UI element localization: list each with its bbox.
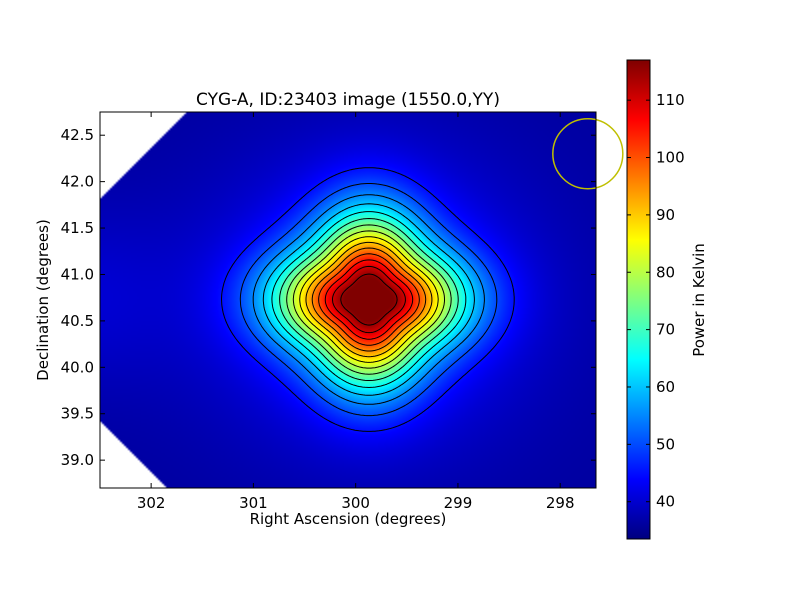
colorbar-tick-label: 50 (656, 435, 675, 453)
colorbar-tick-label: 110 (656, 91, 685, 109)
contour-line (262, 203, 475, 396)
plot-frame (99, 111, 597, 489)
contour-line (221, 167, 515, 432)
contour-line (286, 224, 452, 375)
colorbar-ticks: 40 50 60 70 80 90 100 110 (627, 91, 685, 511)
y-tick-label: 40.0 (61, 358, 94, 376)
contour-line (311, 247, 427, 352)
contour-line (239, 183, 498, 417)
colorbar-label: Power in Kelvin (690, 243, 708, 357)
colorbar-gradient (626, 59, 651, 540)
x-axis: 302 301 300 299 298 (137, 112, 575, 512)
y-tick-label: 39.0 (61, 451, 94, 469)
contour-line (299, 236, 439, 363)
contour-line (340, 273, 398, 326)
colorbar-tick-label: 60 (656, 378, 675, 396)
contour-layer (221, 167, 515, 432)
y-axis: 39.0 39.5 40.0 40.5 41.0 41.5 42.0 42.5 (61, 126, 596, 469)
colorbar-tick-label: 90 (656, 206, 675, 224)
x-axis-label: Right Ascension (degrees) (250, 510, 447, 528)
x-tick-label: 300 (341, 494, 370, 512)
colorbar-tick-label: 70 (656, 321, 675, 339)
contour-line (332, 265, 406, 334)
colorbar-tick-label: 100 (656, 149, 685, 167)
chart-title: CYG-A, ID:23403 image (1550.0,YY) (196, 90, 500, 110)
contour-line (292, 230, 445, 369)
y-tick-label: 42.5 (61, 126, 94, 144)
beam-circle (552, 118, 624, 190)
plot-area (99, 111, 624, 489)
contour-line (318, 253, 420, 346)
y-tick-label: 41.0 (61, 265, 94, 283)
x-tick-label: 298 (546, 494, 575, 512)
y-tick-label: 41.5 (61, 219, 94, 237)
x-tick-label: 302 (137, 494, 166, 512)
contour-line (271, 211, 467, 388)
y-tick-label: 42.0 (61, 173, 94, 191)
contour-line (252, 194, 485, 405)
colorbar-tick-label: 40 (656, 493, 675, 511)
y-axis-label: Declination (degrees) (34, 219, 52, 381)
colorbar-tick-label: 80 (656, 263, 675, 281)
y-tick-label: 40.5 (61, 312, 94, 330)
contour-line (324, 259, 414, 340)
x-tick-label: 301 (239, 494, 268, 512)
contour-line (279, 218, 459, 381)
y-tick-label: 39.5 (61, 405, 94, 423)
colorbar: 40 50 60 70 80 90 100 110 Power in Kelvin (626, 59, 708, 540)
x-tick-label: 299 (444, 494, 473, 512)
contour-line (305, 241, 433, 358)
heatmap-image (100, 112, 596, 488)
